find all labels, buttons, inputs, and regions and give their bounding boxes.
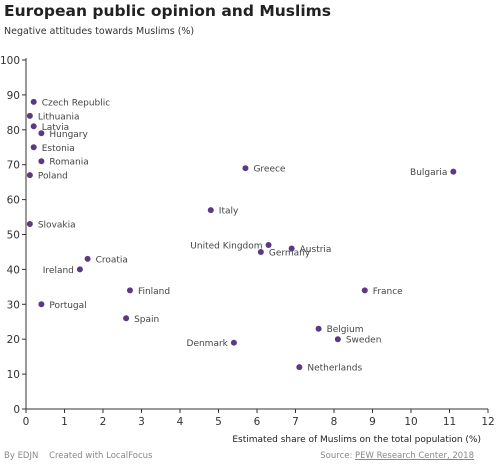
x-tick-label: 6	[254, 416, 261, 428]
x-tick-label: 0	[23, 416, 30, 428]
chart-title: European public opinion and Muslims	[4, 2, 332, 20]
data-point	[207, 207, 214, 214]
x-tick-label: 5	[215, 416, 222, 428]
source-link[interactable]: PEW Research Center, 2018	[355, 451, 474, 461]
x-tick-label: 7	[292, 416, 299, 428]
point-label: Croatia	[96, 255, 128, 265]
point-label: Slovakia	[38, 221, 76, 231]
point-label: Portugal	[49, 301, 86, 311]
point-label: Latvia	[42, 123, 69, 133]
point-label: Poland	[38, 172, 68, 182]
data-point	[26, 112, 33, 119]
y-tick-label: 0	[13, 404, 20, 416]
x-tick-label: 8	[331, 416, 338, 428]
y-tick-label: 30	[7, 299, 20, 311]
point-label: Germany	[269, 248, 311, 258]
x-tick-label: 11	[443, 416, 456, 428]
point-label: Romania	[49, 158, 88, 168]
data-point	[265, 241, 272, 248]
x-tick-label: 3	[138, 416, 145, 428]
y-tick-label: 60	[7, 195, 20, 207]
data-point	[26, 172, 33, 179]
data-point	[38, 301, 45, 308]
y-tick-label: 100	[0, 55, 20, 67]
x-tick-label: 10	[404, 416, 417, 428]
data-point	[296, 364, 303, 371]
point-label: United Kingdom	[190, 241, 262, 251]
data-point	[334, 336, 341, 343]
point-label: Finland	[138, 287, 170, 297]
point-label: Bulgaria	[410, 168, 447, 178]
y-tick-label: 40	[7, 264, 20, 276]
created-with-credit: Created with LocalFocus	[49, 451, 153, 461]
point-label: Spain	[134, 315, 159, 325]
point-label: Hungary	[49, 130, 88, 140]
y-tick-label: 80	[7, 125, 20, 137]
data-point	[126, 287, 133, 294]
data-point	[30, 144, 37, 151]
x-axis-title: Estimated share of Muslims on the total …	[232, 435, 481, 445]
data-point	[315, 325, 322, 332]
data-point	[76, 266, 83, 273]
data-point	[30, 98, 37, 105]
data-point	[84, 255, 91, 262]
data-point	[30, 123, 37, 130]
data-point	[38, 130, 45, 137]
point-label: Netherlands	[307, 364, 362, 374]
point-label: Lithuania	[38, 112, 80, 122]
point-label: France	[373, 287, 403, 297]
data-point	[123, 315, 130, 322]
x-tick-label: 1	[61, 416, 68, 428]
x-tick-label: 2	[100, 416, 107, 428]
y-tick-label: 90	[7, 90, 20, 102]
point-label: Belgium	[327, 325, 364, 335]
point-label: Austria	[300, 245, 332, 255]
footer-credits: By EDJN Created with LocalFocus	[4, 451, 160, 461]
y-axis-title: Negative attitudes towards Muslims (%)	[4, 26, 195, 37]
y-tick-label: 10	[7, 369, 20, 381]
y-tick-label: 20	[7, 334, 20, 346]
point-label: Estonia	[42, 144, 75, 154]
y-tick-label: 50	[7, 230, 20, 242]
source-label: Source:	[320, 451, 353, 461]
data-point	[26, 221, 33, 228]
x-tick-label: 4	[177, 416, 184, 428]
x-tick-label: 9	[369, 416, 376, 428]
footer-source: Source: PEW Research Center, 2018	[320, 451, 474, 461]
point-label: Ireland	[43, 266, 74, 276]
point-label: Greece	[253, 165, 285, 175]
x-tick-label: 12	[481, 416, 494, 428]
data-point	[230, 339, 237, 346]
data-point	[450, 168, 457, 175]
point-label: Czech Republic	[42, 98, 111, 108]
point-label: Sweden	[346, 336, 382, 346]
y-tick-label: 70	[7, 160, 20, 172]
data-point	[361, 287, 368, 294]
data-point	[257, 248, 264, 255]
data-point	[242, 165, 249, 172]
author-credit: By EDJN	[4, 451, 39, 461]
data-point	[38, 158, 45, 165]
data-point	[288, 245, 295, 252]
point-label: Italy	[219, 207, 239, 217]
point-label: Denmark	[187, 339, 229, 349]
